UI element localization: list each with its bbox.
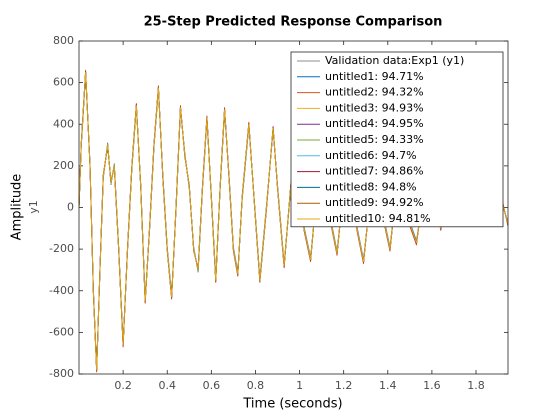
x-tick-label: 1.4: [379, 379, 397, 392]
legend-box: [290, 51, 504, 228]
legend-label: untitled4: 94.95%: [325, 117, 424, 130]
x-tick-label: 1.6: [423, 379, 441, 392]
axes-box: [78, 40, 509, 375]
x-tick-label: 1.2: [335, 379, 353, 392]
y-tick-label: 800: [53, 34, 74, 47]
y-tick-label: 200: [53, 159, 74, 172]
legend-label: untitled1: 94.71%: [325, 70, 424, 83]
x-tick-label: 1.8: [467, 379, 485, 392]
y-tick-label: -400: [49, 284, 74, 297]
y-tick-label: -600: [49, 325, 74, 338]
legend-label: untitled5: 94.33%: [325, 133, 424, 146]
y-tick-label: 600: [53, 76, 74, 89]
legend: Validation data:Exp1 (y1) untitled1: 94.7…: [290, 51, 504, 228]
legend-label: untitled6: 94.7%: [325, 149, 417, 162]
legend-label: untitled10: 94.81%: [325, 212, 431, 225]
y-tick-label: 400: [53, 117, 74, 130]
y-tick-label: 0: [67, 201, 74, 214]
y-tick-label: -200: [49, 242, 74, 255]
x-tick-label: 0.8: [247, 379, 265, 392]
x-tick-label: 0.4: [158, 379, 176, 392]
legend-label: untitled3: 94.93%: [325, 101, 424, 114]
x-tick-label: 1: [296, 379, 303, 392]
labels: -800 -600 -400 -200 0 200 400 600 800 0.2 0.4 0.6 0.…: [49, 34, 485, 392]
legend-label: untitled8: 94.8%: [325, 180, 417, 193]
chart-title: 25-Step Predicted Response Comparison: [144, 15, 443, 30]
legend-label: untitled2: 94.32%: [325, 86, 424, 99]
x-tick-label: 0.6: [203, 379, 221, 392]
legend-label: untitled7: 94.86%: [325, 165, 424, 178]
channel-label: y1: [27, 200, 40, 214]
y-tick-label: -800: [49, 367, 74, 380]
x-tick-label: 0.2: [114, 379, 132, 392]
x-axis-label: Time (seconds): [242, 397, 342, 412]
legend-label: untitled9: 94.92%: [325, 196, 424, 209]
legend-label: Validation data:Exp1 (y1): [325, 54, 464, 67]
y-axis-label: Amplitude: [10, 174, 25, 241]
